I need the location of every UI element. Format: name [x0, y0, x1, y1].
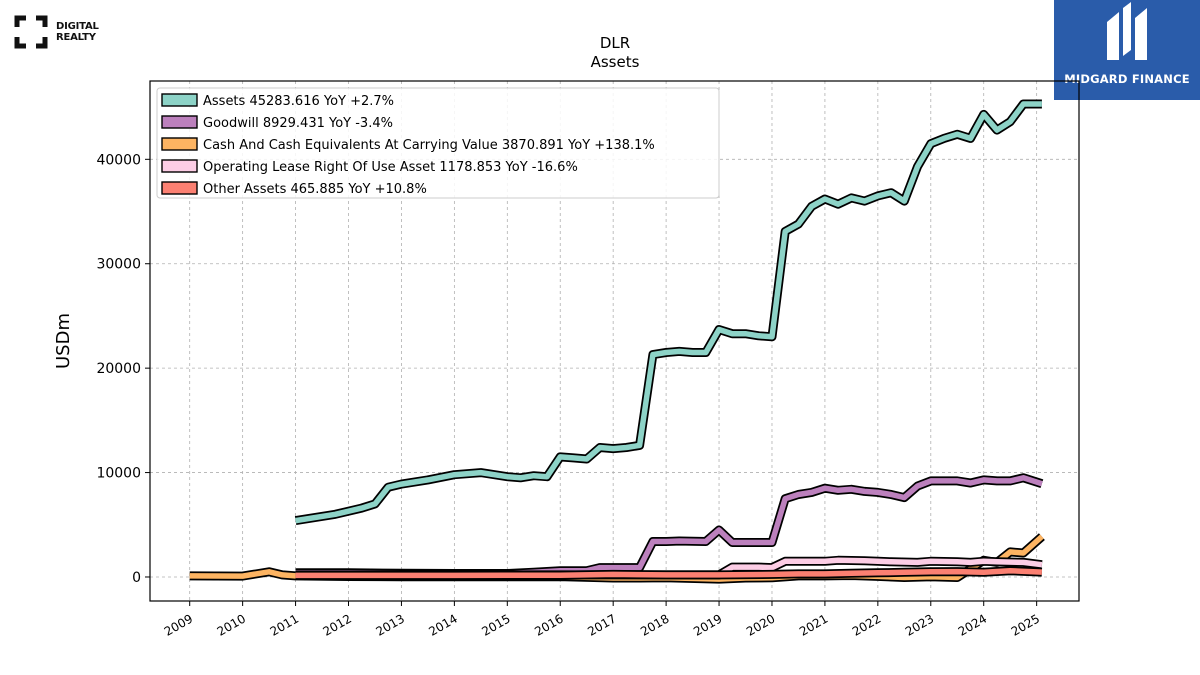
- midgard-logo-icon: [1107, 2, 1147, 60]
- legend-swatch: [161, 181, 198, 195]
- legend-label: Operating Lease Right Of Use Asset 1178.…: [203, 160, 578, 175]
- x-tick-label: 2013: [373, 611, 406, 638]
- x-tick-label: 2012: [321, 611, 354, 638]
- series-stroke: [295, 567, 1043, 579]
- x-tick-label: 2025: [1009, 611, 1042, 638]
- legend-label: Cash And Cash Equivalents At Carrying Va…: [203, 138, 655, 153]
- series-stroke: [295, 101, 1042, 524]
- legend: Assets 45283.616 YoY +2.7% Goodwill 8929.…: [156, 87, 720, 199]
- x-tick-label: 2018: [638, 611, 671, 638]
- series-line: [294, 99, 1042, 526]
- series-lines: [189, 99, 1045, 584]
- series-stroke: [295, 557, 1043, 578]
- y-tick-label: 10000: [96, 466, 141, 482]
- x-tick-label: 2011: [268, 611, 301, 638]
- logo-line-2: REALTY: [56, 32, 96, 43]
- x-tick-label: 2023: [903, 611, 936, 638]
- plot-frame: [149, 80, 1080, 602]
- digital-realty-bracket-icon: [14, 15, 48, 49]
- x-axis: 2009 2010 2011 2012 2013 2014 2015 2016 2017 2018…: [162, 601, 1042, 639]
- y-tick-label: 20000: [96, 361, 141, 377]
- legend-label: Other Assets 465.885 YoY +10.8%: [203, 182, 427, 197]
- legend-swatch: [161, 137, 198, 151]
- logo-line-1: DIGITAL: [56, 21, 99, 32]
- legend-item: Operating Lease Right Of Use Asset 1178.…: [161, 159, 578, 175]
- x-tick-label: 2017: [585, 611, 618, 638]
- digital-realty-logo: DIGITAL REALTY: [14, 15, 99, 49]
- digital-realty-logo-text: DIGITAL REALTY: [56, 21, 99, 43]
- legend-item: Goodwill 8929.431 YoY -3.4%: [161, 115, 393, 131]
- watermark-text: MIDGARD FINANCE: [1064, 72, 1190, 86]
- legend-swatch: [161, 93, 198, 107]
- chart-subtitle: Assets: [591, 53, 640, 71]
- legend-item: Assets 45283.616 YoY +2.7%: [161, 93, 394, 109]
- x-tick-label: 2024: [956, 611, 989, 638]
- legend-label: Goodwill 8929.431 YoY -3.4%: [203, 116, 393, 131]
- legend-item: Cash And Cash Equivalents At Carrying Va…: [161, 137, 655, 153]
- x-tick-label: 2022: [850, 611, 883, 638]
- legend-item: Other Assets 465.885 YoY +10.8%: [161, 181, 427, 197]
- y-tick-label: 0: [132, 570, 141, 586]
- x-tick-label: 2020: [744, 611, 777, 638]
- y-axis: 0 10000 20000 30000 40000: [96, 152, 150, 586]
- legend-box: [156, 87, 720, 199]
- x-tick-label: 2016: [532, 611, 565, 638]
- chart-title: DLR: [600, 34, 630, 52]
- series-line: [295, 566, 1043, 580]
- legend-swatch: [161, 115, 198, 129]
- x-tick-label: 2010: [215, 611, 248, 638]
- legend-swatch: [161, 159, 198, 173]
- y-axis-label: USDm: [53, 313, 74, 369]
- x-tick-label: 2014: [426, 611, 459, 638]
- y-tick-label: 30000: [96, 257, 141, 273]
- x-tick-label: 2019: [691, 611, 724, 638]
- series-line: [295, 555, 1043, 580]
- x-tick-label: 2009: [162, 611, 195, 638]
- y-tick-label: 40000: [96, 152, 141, 168]
- x-tick-label: 2021: [797, 611, 830, 638]
- midgard-finance-watermark: MIDGARD FINANCE: [1054, 0, 1200, 100]
- legend-label: Assets 45283.616 YoY +2.7%: [203, 94, 394, 109]
- x-tick-label: 2015: [479, 611, 512, 638]
